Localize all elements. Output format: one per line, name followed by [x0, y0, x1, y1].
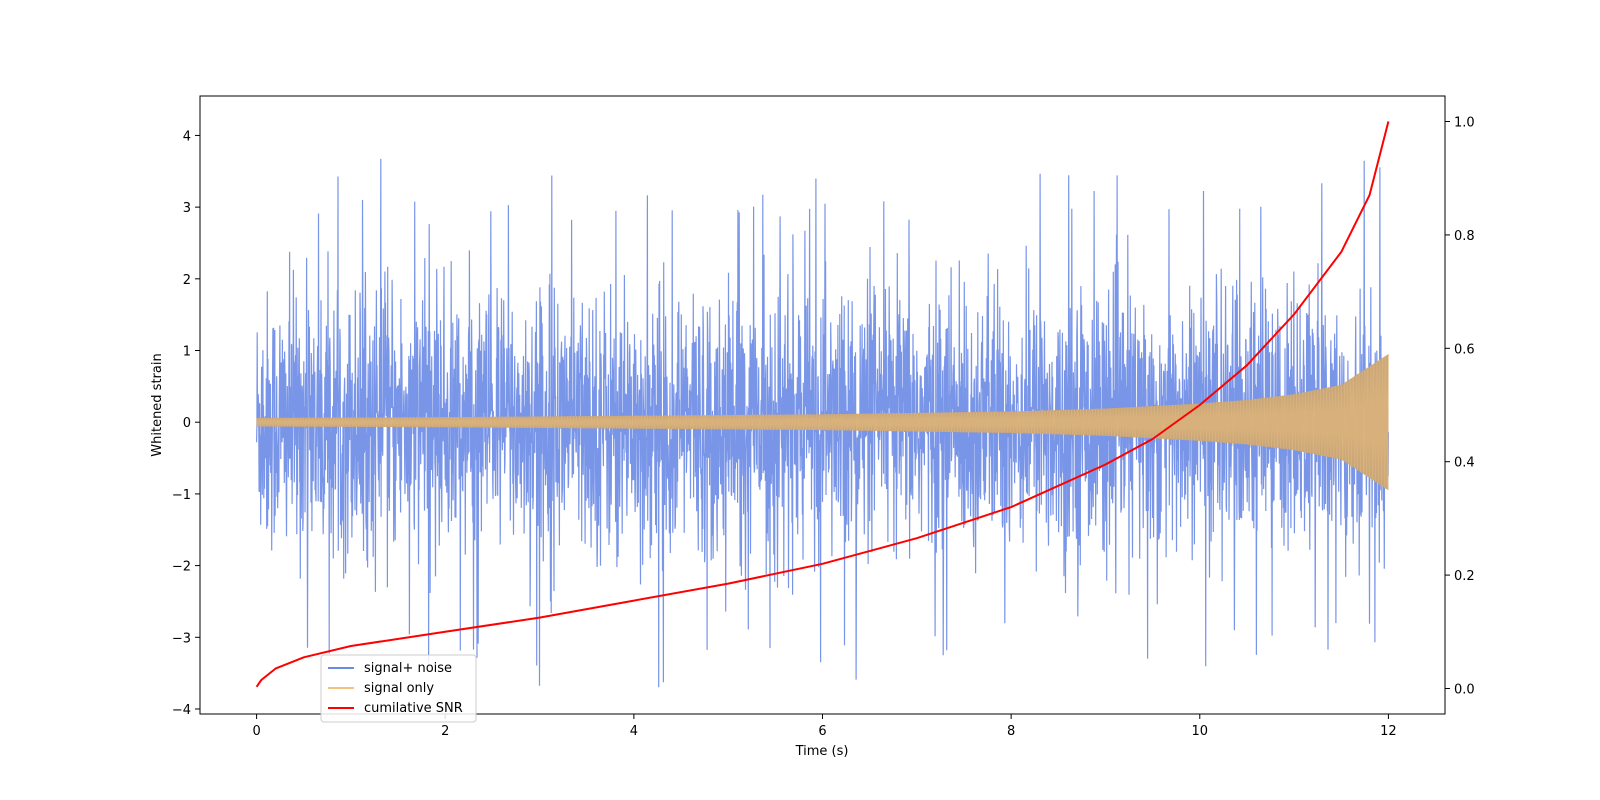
y-tick-label: −2 [172, 560, 191, 575]
x-tick-label: 10 [1191, 724, 1208, 739]
x-tick-label: 2 [441, 724, 449, 739]
x-tick-label: 12 [1380, 724, 1397, 739]
y2-tick-label: 0.2 [1454, 569, 1475, 584]
x-tick-label: 0 [252, 724, 260, 739]
legend-label-cumulative-snr: cumilative SNR [364, 701, 463, 716]
legend: signal+ noise signal only cumilative SNR [320, 654, 477, 723]
legend-label-signal-only: signal only [364, 681, 434, 696]
y2-tick-label: 0.8 [1454, 229, 1475, 244]
x-tick-label: 8 [1007, 724, 1015, 739]
x-axis-label: Time (s) [795, 744, 849, 759]
y-axis-label: Whitened strain [150, 353, 165, 456]
y-tick-label: −4 [172, 703, 191, 718]
y2-tick-label: 0.6 [1454, 342, 1475, 357]
y-tick-label: 1 [183, 345, 191, 360]
y2-tick-label: 0.0 [1454, 682, 1475, 697]
y-tick-label: −3 [172, 631, 191, 646]
y-tick-label: 2 [183, 273, 191, 288]
legend-label-signal-noise: signal+ noise [364, 661, 452, 676]
y-tick-label: 4 [183, 129, 191, 144]
legend-frame [320, 654, 477, 723]
series-signal-only [256, 354, 1389, 490]
y2-tick-label: 0.4 [1454, 456, 1475, 471]
y-tick-label: −1 [172, 488, 191, 503]
series-cumulative-snr [255, 121, 1390, 688]
x-tick-label: 4 [630, 724, 638, 739]
y-tick-label: 0 [183, 416, 191, 431]
y2-tick-label: 1.0 [1454, 116, 1475, 131]
y-tick-label: 3 [183, 201, 191, 216]
x-tick-label: 6 [818, 724, 826, 739]
